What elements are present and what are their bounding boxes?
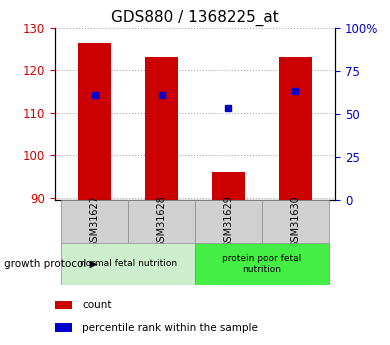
FancyBboxPatch shape <box>195 200 262 243</box>
Bar <box>278 57 312 200</box>
Bar <box>78 42 112 200</box>
FancyBboxPatch shape <box>128 200 195 243</box>
FancyBboxPatch shape <box>61 243 195 285</box>
Bar <box>212 172 245 200</box>
Text: percentile rank within the sample: percentile rank within the sample <box>82 323 258 333</box>
Text: count: count <box>82 300 112 310</box>
FancyBboxPatch shape <box>262 200 329 243</box>
Text: GSM31627: GSM31627 <box>90 195 100 248</box>
FancyBboxPatch shape <box>61 200 128 243</box>
FancyBboxPatch shape <box>195 243 329 285</box>
Text: GSM31630: GSM31630 <box>290 195 300 248</box>
Title: GDS880 / 1368225_at: GDS880 / 1368225_at <box>111 10 279 26</box>
Text: GSM31629: GSM31629 <box>223 195 234 248</box>
Text: growth protocol ▶: growth protocol ▶ <box>4 259 98 269</box>
Text: normal fetal nutrition: normal fetal nutrition <box>80 259 177 268</box>
Text: GSM31628: GSM31628 <box>156 195 167 248</box>
Bar <box>145 57 178 200</box>
Text: protein poor fetal
nutrition: protein poor fetal nutrition <box>222 254 301 274</box>
